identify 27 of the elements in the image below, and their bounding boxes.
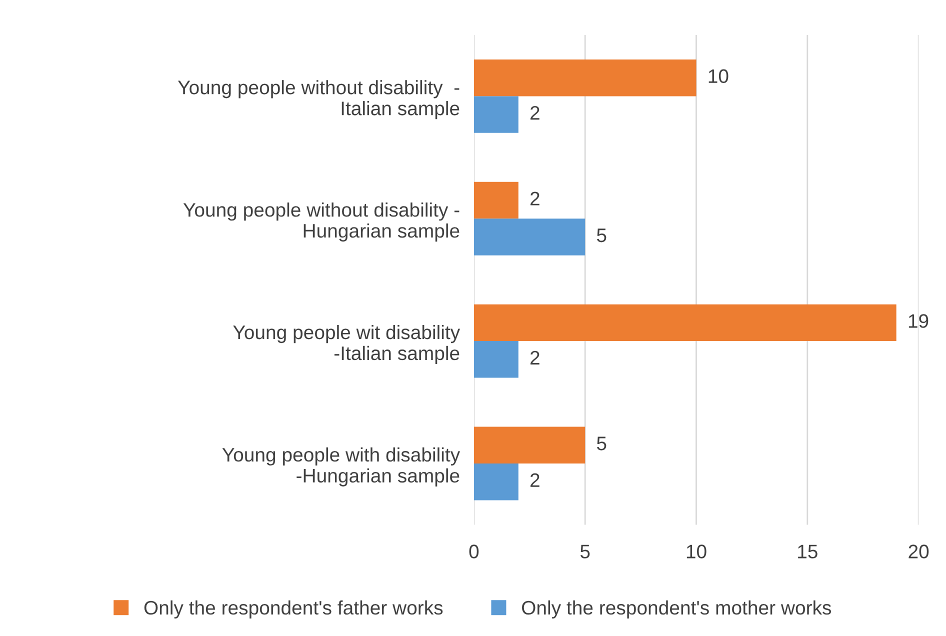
data-label: 10 [708, 69, 728, 84]
data-label: 2 [530, 473, 540, 487]
data-label: 2 [530, 106, 540, 120]
y-tick-label: Young people wit disability -Italian sample [233, 324, 460, 364]
data-label: 19 [908, 314, 928, 328]
x-tick-label: 5 [580, 544, 590, 558]
x-tick-label: 10 [686, 544, 706, 558]
bar [474, 341, 518, 378]
x-tick-label: 0 [469, 544, 479, 558]
bar [474, 182, 518, 219]
x-tick-label: 20 [908, 544, 929, 558]
bar [474, 59, 696, 96]
legend-label: Only the respondent's mother works [522, 600, 832, 618]
data-label: 2 [530, 192, 540, 206]
y-tick-label: Young people with disability -Hungarian sample [222, 447, 460, 486]
bar [474, 426, 586, 464]
legend-label: Only the respondent's father works [144, 600, 443, 618]
bar [474, 96, 518, 133]
data-label: 5 [596, 228, 606, 242]
y-tick-label: Young people without disability - Italian sample [178, 80, 460, 120]
bar [474, 304, 896, 342]
x-tick-label: 15 [798, 544, 818, 558]
bar [474, 218, 586, 256]
data-label: 5 [596, 436, 606, 450]
y-tick-label: Young people without disability - Hungarian sample [183, 202, 460, 242]
data-label: 2 [530, 350, 540, 364]
bar [474, 463, 518, 500]
